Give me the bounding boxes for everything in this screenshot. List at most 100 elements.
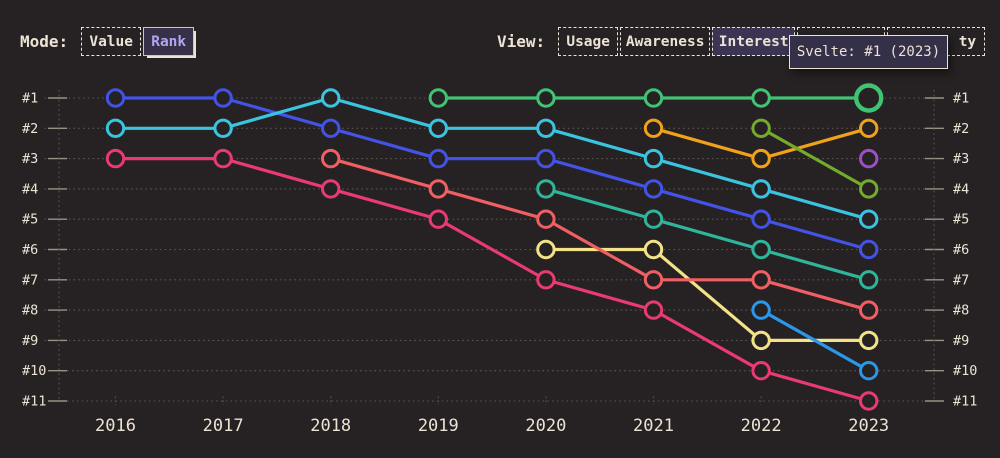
series-cyan-point-2018[interactable] [321, 88, 341, 108]
rank-label-right-6: #6 [953, 242, 969, 258]
rank-label-right-7: #7 [953, 272, 969, 288]
rank-label-right-5: #5 [953, 212, 969, 228]
series-svelte-point-2020[interactable] [536, 88, 556, 108]
series-salmon-point-2019[interactable] [428, 179, 448, 199]
rank-label-left-4: #4 [22, 181, 38, 197]
series-pink-point-2022[interactable] [751, 361, 771, 381]
series-cyan-point-2022[interactable] [751, 179, 771, 199]
series-pink-point-2020[interactable] [536, 270, 556, 290]
rank-label-left-8: #8 [22, 303, 38, 319]
series-cyan-point-2021[interactable] [643, 148, 664, 169]
series-pink-point-2019[interactable] [428, 209, 448, 229]
year-label-2023: 2023 [848, 416, 889, 436]
mode-option-rank-button[interactable]: Rank [143, 27, 195, 56]
series-svelte-point-2021[interactable] [643, 88, 664, 108]
rank-label-right-9: #9 [953, 333, 969, 349]
series-salmon-point-2020[interactable] [536, 209, 556, 229]
series-indigo-line [115, 96, 870, 252]
rank-label-left-3: #3 [22, 151, 38, 167]
rank-label-left-7: #7 [22, 272, 38, 288]
year-label-2022: 2022 [741, 416, 782, 436]
series-pink-point-2016[interactable] [105, 148, 126, 169]
chart-tooltip-text: Svelte: #1 (2023) [796, 44, 941, 60]
series-lime-point-2023[interactable] [859, 179, 879, 199]
series-teal-point-2021[interactable] [643, 209, 664, 229]
series-salmon-line [330, 157, 870, 312]
series-cyan-point-2017[interactable] [213, 118, 233, 139]
rank-label-left-10: #10 [22, 363, 46, 379]
series-lime-point-2022[interactable] [751, 118, 771, 139]
series-teal-point-2023[interactable] [859, 270, 879, 290]
rank-label-left-9: #9 [22, 333, 38, 349]
rank-label-right-3: #3 [953, 151, 969, 167]
series-indigo-point-2018[interactable] [321, 118, 341, 139]
mode-control-group: Mode: Value Rank [20, 27, 195, 56]
view-label: View: [497, 31, 546, 51]
chart-tooltip: Svelte: #1 (2023) [789, 35, 948, 69]
series-lightblue-point-2023[interactable] [859, 361, 879, 381]
rank-label-left-2: #2 [22, 121, 38, 137]
series-yellow-point-2022[interactable] [751, 330, 771, 351]
series-orange-point-2023[interactable] [859, 118, 879, 139]
year-label-2017: 2017 [203, 416, 244, 436]
rank-label-right-2: #2 [953, 121, 969, 137]
series-svelte-point-2023[interactable] [854, 83, 884, 113]
series-pink-point-2017[interactable] [213, 148, 233, 169]
series-salmon-point-2022[interactable] [751, 270, 771, 290]
series-indigo-point-2022[interactable] [751, 209, 771, 229]
series-indigo-point-2019[interactable] [428, 148, 448, 169]
series-teal-point-2020[interactable] [536, 179, 556, 199]
rank-label-right-1: #1 [953, 91, 969, 107]
series-cyan-line [115, 96, 870, 221]
year-label-2018: 2018 [310, 416, 351, 436]
rank-label-right-8: #8 [953, 303, 969, 319]
series-cyan-point-2016[interactable] [105, 118, 126, 139]
series-yellow-point-2023[interactable] [859, 330, 879, 351]
rank-label-left-1: #1 [22, 91, 38, 107]
series-purple-point-2023[interactable] [859, 148, 879, 169]
rank-label-left-6: #6 [22, 242, 38, 258]
series-indigo-point-2021[interactable] [643, 179, 664, 199]
year-label-2020: 2020 [525, 416, 566, 436]
series-cyan-point-2023[interactable] [859, 209, 879, 229]
series-indigo-point-2017[interactable] [213, 88, 233, 108]
series-lightblue-point-2022[interactable] [751, 300, 771, 320]
mode-button-group: Value Rank [81, 27, 195, 56]
year-label-2021: 2021 [633, 416, 674, 436]
series-pink-point-2021[interactable] [643, 300, 664, 320]
series-lime-line [760, 126, 870, 191]
year-label-2016: 2016 [95, 416, 136, 436]
series-orange-point-2022[interactable] [751, 148, 771, 169]
series-teal-point-2022[interactable] [751, 239, 771, 260]
view-option-interest-button[interactable]: Interest [712, 27, 796, 56]
rank-label-left-11: #11 [22, 394, 46, 410]
rank-label-right-4: #4 [953, 181, 969, 197]
series-svelte-point-2022[interactable] [751, 88, 771, 108]
mode-label: Mode: [20, 31, 69, 51]
series-salmon-point-2023[interactable] [859, 300, 879, 320]
series-pink-point-2018[interactable] [321, 179, 341, 199]
series-indigo-point-2020[interactable] [536, 148, 556, 169]
rank-label-right-11: #11 [953, 394, 977, 410]
series-svelte-point-2019[interactable] [428, 88, 448, 108]
series-lightblue-line [760, 308, 870, 373]
mode-option-value-button[interactable]: Value [81, 27, 142, 56]
series-indigo-point-2023[interactable] [859, 239, 879, 260]
series-yellow-point-2020[interactable] [536, 239, 556, 260]
rank-label-right-10: #10 [953, 363, 977, 379]
view-option-awareness-button[interactable]: Awareness [620, 27, 711, 56]
series-salmon-point-2018[interactable] [321, 148, 341, 169]
year-label-2019: 2019 [418, 416, 459, 436]
series-cyan-point-2020[interactable] [536, 118, 556, 139]
series-pink-line [115, 157, 870, 403]
series-orange-point-2021[interactable] [643, 118, 664, 139]
view-option-usage-button[interactable]: Usage [558, 27, 619, 56]
series-yellow-point-2021[interactable] [643, 239, 664, 260]
series-pink-point-2023[interactable] [859, 391, 879, 411]
series-indigo-point-2016[interactable] [105, 88, 126, 108]
series-teal-line [545, 187, 870, 282]
rank-label-left-5: #5 [22, 212, 38, 228]
series-cyan-point-2019[interactable] [428, 118, 448, 139]
series-salmon-point-2021[interactable] [643, 270, 664, 290]
